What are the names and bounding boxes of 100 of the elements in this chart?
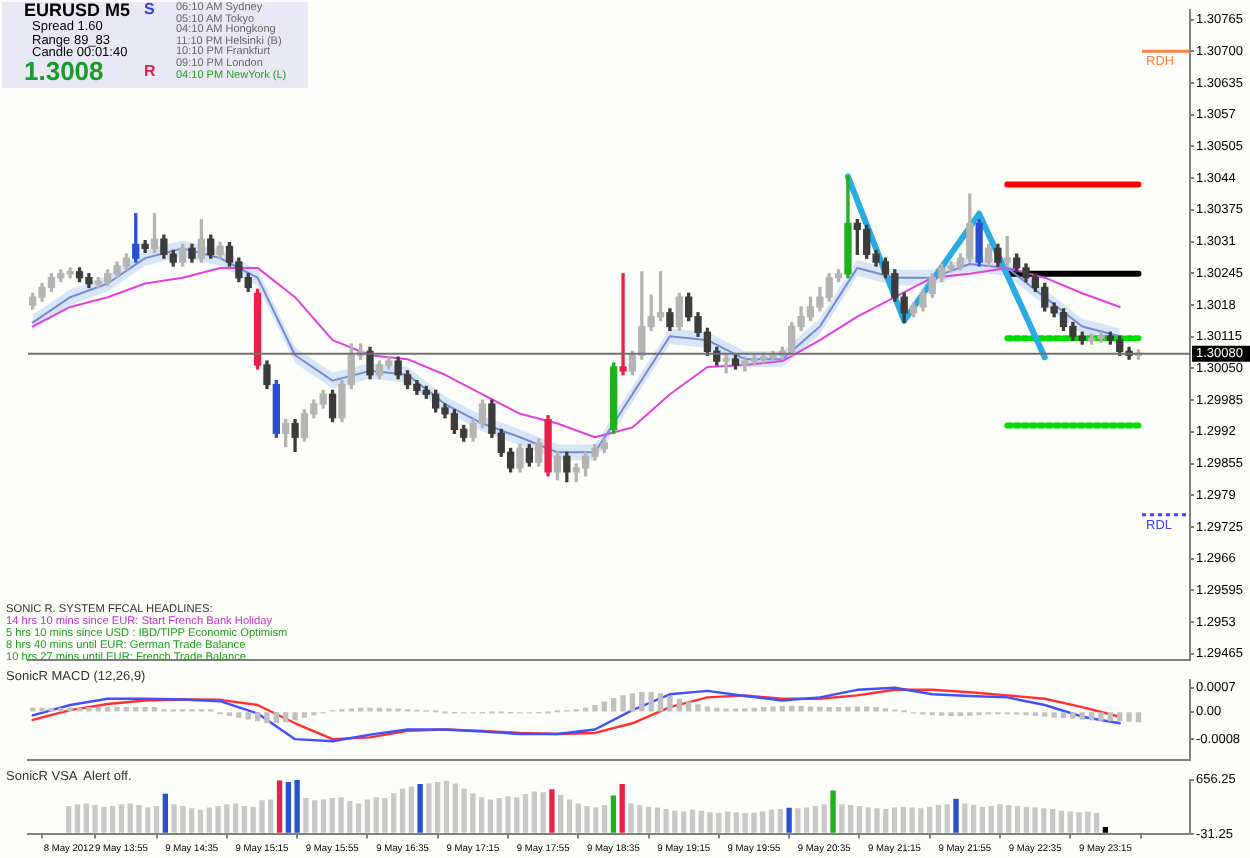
bar (294, 779, 300, 833)
bar (540, 792, 546, 833)
bar (845, 706, 851, 712)
bar (847, 805, 854, 833)
bar (962, 803, 968, 833)
bar (1076, 812, 1082, 833)
bar (1117, 712, 1123, 722)
bar (707, 812, 713, 833)
bar (970, 805, 977, 833)
bar (505, 796, 511, 833)
bar (629, 693, 636, 712)
bar (254, 712, 261, 722)
bar (786, 807, 792, 833)
bar (821, 804, 827, 833)
bar (355, 803, 362, 833)
bar (66, 805, 72, 833)
bar (1126, 712, 1132, 722)
bar (301, 712, 308, 718)
bar (109, 805, 116, 833)
bar (162, 793, 168, 833)
bar (1102, 827, 1109, 833)
bar (118, 804, 125, 833)
bar (584, 805, 590, 833)
bar (628, 803, 634, 833)
bar (259, 800, 265, 833)
bar (478, 797, 485, 833)
bar (812, 805, 819, 833)
bar (461, 788, 467, 833)
bar (789, 705, 795, 712)
bar (408, 786, 414, 833)
bar (566, 799, 573, 833)
bar (197, 809, 204, 833)
bar (136, 805, 142, 833)
bar (733, 812, 740, 833)
bar (657, 693, 664, 712)
bar (273, 712, 279, 723)
annotation: S (144, 0, 155, 18)
bar (1014, 805, 1021, 833)
bar (399, 788, 406, 833)
bar (856, 805, 863, 833)
bar (426, 783, 432, 833)
bar (953, 798, 959, 833)
bar (770, 706, 776, 712)
bar (620, 695, 626, 712)
bar (1079, 712, 1085, 720)
bar (704, 706, 711, 712)
bar (807, 706, 814, 712)
bar (777, 809, 783, 833)
bar (1058, 810, 1065, 833)
bar (443, 780, 450, 833)
bar (558, 794, 564, 833)
bar (768, 809, 775, 833)
bar (997, 804, 1003, 833)
bar (320, 799, 327, 833)
bar (276, 780, 283, 833)
bar (611, 698, 617, 712)
bar (549, 789, 555, 833)
bar (676, 698, 682, 712)
bar (338, 797, 344, 833)
bar (891, 807, 898, 833)
bar (695, 704, 701, 712)
bar (830, 790, 836, 833)
bar (798, 706, 804, 712)
bar (779, 706, 786, 712)
bar (232, 803, 239, 833)
bar (817, 706, 823, 712)
bar (241, 805, 248, 833)
bar (645, 806, 652, 833)
bar (854, 706, 860, 712)
bar (864, 706, 870, 712)
bar (667, 695, 673, 712)
bar (724, 811, 731, 833)
bar (639, 691, 645, 712)
bar (610, 795, 617, 833)
bar (601, 805, 608, 833)
annotation: 1.3008 (24, 56, 104, 86)
bar (417, 784, 423, 833)
bar (264, 712, 270, 723)
bar (619, 784, 625, 833)
bar (689, 809, 696, 833)
bar (592, 705, 598, 712)
bar (1098, 712, 1104, 721)
bar (1070, 712, 1076, 719)
bar (751, 812, 757, 833)
bar (303, 797, 309, 833)
bar (1093, 813, 1100, 833)
bar (245, 712, 251, 720)
bar (292, 712, 298, 721)
bar (944, 804, 950, 833)
bar (283, 712, 289, 723)
bar (364, 799, 371, 833)
bar (935, 805, 942, 833)
bar (382, 797, 388, 833)
bar (979, 806, 986, 833)
annotation: EURUSD M5 (24, 0, 131, 20)
bar (1135, 712, 1142, 723)
bar (1060, 712, 1067, 719)
bar (1107, 712, 1114, 722)
bar (874, 808, 880, 833)
bar (522, 793, 529, 833)
